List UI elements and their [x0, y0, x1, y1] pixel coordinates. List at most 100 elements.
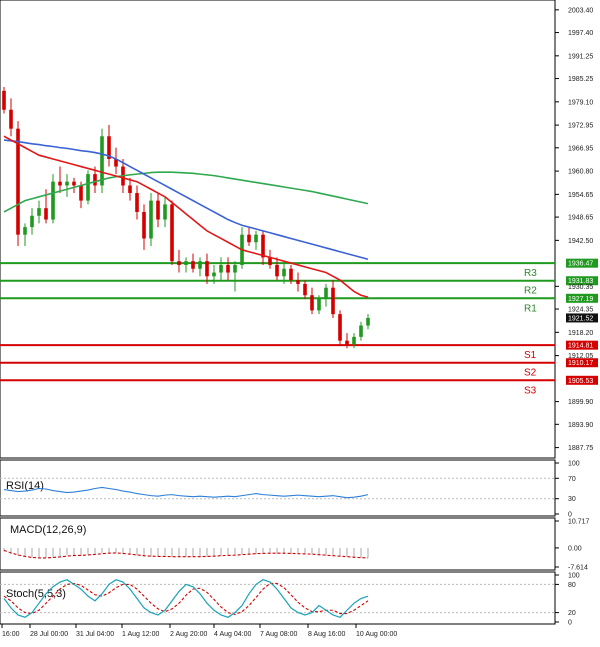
- y-tick-label: 1930.35: [568, 284, 593, 291]
- candle-body: [198, 261, 202, 269]
- price-panel: R3 1936.47 R2 1931.83 R1 1927.19 S1 1914.81 S2 19…: [0, 0, 598, 459]
- candle-body: [37, 208, 41, 216]
- y-tick-label: 1893.90: [568, 422, 593, 429]
- candle-body: [100, 136, 104, 186]
- level-tag-s1: [566, 340, 598, 350]
- candle-body: [114, 158, 118, 167]
- candle-body: [233, 264, 237, 273]
- stoch-d-line: [3, 582, 369, 616]
- y-tick-label: 1979.10: [568, 99, 593, 106]
- y-tick-label: 1997.40: [568, 30, 593, 37]
- candle-body: [247, 234, 251, 243]
- candle-body: [2, 90, 6, 110]
- time-axis: 16:00 28 Jul 00:00 31 Jul 04:00 1 Aug 12:00…: [1, 624, 397, 638]
- candle-body: [296, 280, 300, 284]
- level-label-r3: R3: [524, 268, 537, 279]
- rsi-tick-label: 30: [568, 496, 576, 503]
- level-tag-r3: [566, 258, 598, 268]
- y-tick-label: 1966.95: [568, 145, 593, 152]
- y-tick-label: 1924.35: [568, 307, 593, 314]
- candle-body: [58, 181, 62, 186]
- level-tag-r2: [566, 276, 598, 286]
- level-tag-label: 1910.17: [568, 360, 593, 367]
- y-tick-label: 1942.50: [568, 238, 593, 245]
- candle-body: [16, 128, 20, 235]
- candle-body: [128, 185, 132, 194]
- level-tag-label: 1927.19: [568, 296, 593, 303]
- candle-body: [219, 264, 223, 273]
- stoch-tick-label: 80: [568, 582, 576, 589]
- candle-body: [9, 109, 13, 129]
- candle-body: [44, 208, 48, 220]
- candle-body: [331, 287, 335, 315]
- candle-body: [275, 264, 279, 277]
- candle-body: [303, 283, 307, 296]
- level-label-r1: R1: [524, 303, 537, 314]
- candle-body: [86, 174, 90, 201]
- candle-body: [149, 200, 153, 239]
- ma-blue-line: [3, 139, 369, 261]
- candle-body: [93, 174, 97, 186]
- stoch-tick-label: 0: [568, 620, 572, 627]
- candle-body: [317, 299, 321, 311]
- candle-body: [205, 261, 209, 277]
- macd-tick-label: -7.614: [568, 565, 588, 572]
- candle-body: [261, 234, 265, 258]
- y-tick-label: 1954.65: [568, 192, 593, 199]
- y-tick-label: 1972.95: [568, 123, 593, 130]
- candle-body: [268, 257, 272, 265]
- candle-body: [156, 200, 160, 220]
- candle-body: [310, 295, 314, 311]
- rsi-tick-label: 70: [568, 476, 576, 483]
- rsi-tick-label: 100: [568, 461, 580, 468]
- level-tag-s2: [566, 358, 598, 368]
- rsi-tick-label: 0: [568, 512, 572, 519]
- stoch-k-line: [3, 579, 369, 618]
- level-tag-label: 1914.81: [568, 343, 593, 350]
- x-tick-label: 4 Aug 04:00: [214, 631, 251, 638]
- candle-body: [135, 193, 139, 212]
- y-tick-label: 1985.25: [568, 76, 593, 83]
- y-tick-label: 2003.40: [568, 7, 593, 14]
- ma-red-line: [3, 135, 369, 298]
- y-tick-label: 1887.75: [568, 445, 593, 452]
- x-tick-label: 7 Aug 08:00: [260, 631, 297, 638]
- x-tick-label: 10 Aug 00:00: [356, 631, 397, 638]
- x-tick-label: 1 Aug 12:00: [122, 631, 159, 638]
- candle-body: [352, 336, 356, 345]
- level-tag-s3: [566, 375, 598, 385]
- candle-body: [142, 211, 146, 239]
- candle-body: [51, 181, 55, 220]
- candle-body: [212, 272, 216, 277]
- y-tick-label: 1991.25: [568, 53, 593, 60]
- candle-body: [163, 204, 167, 220]
- level-label-s2: S2: [524, 368, 537, 379]
- stoch-tick-label: 100: [568, 573, 580, 580]
- stoch-panel: Stoch(5,5,3) 100 80 20 0: [0, 571, 580, 627]
- candle-body: [177, 261, 181, 265]
- rsi-line: [3, 486, 369, 499]
- candle-body: [282, 268, 286, 277]
- candle-body: [170, 204, 174, 262]
- candle-body: [289, 268, 293, 281]
- stoch-tick-label: 20: [568, 610, 576, 617]
- macd-signal-line: [3, 549, 369, 559]
- candle-body: [254, 234, 258, 243]
- candle-body: [107, 136, 111, 159]
- candle-body: [359, 325, 363, 337]
- y-tick-label: 1948.65: [568, 215, 593, 222]
- candle-body: [23, 227, 27, 235]
- x-tick-label: 28 Jul 00:00: [30, 631, 68, 638]
- candle-body: [65, 181, 69, 186]
- candle-body: [30, 215, 34, 228]
- candle-body: [79, 185, 83, 201]
- y-tick-label: 1899.90: [568, 399, 593, 406]
- level-tag-r1: [566, 293, 598, 303]
- macd-panel: MACD(12,26,9) 10.717 0.00 -7.614: [0, 517, 590, 572]
- macd-tick-label: 0.00: [568, 545, 582, 552]
- candle-body: [226, 264, 230, 273]
- level-label-r2: R2: [524, 286, 537, 297]
- stoch-title: Stoch(5,5,3): [6, 588, 66, 600]
- ma-green-line: [3, 171, 369, 213]
